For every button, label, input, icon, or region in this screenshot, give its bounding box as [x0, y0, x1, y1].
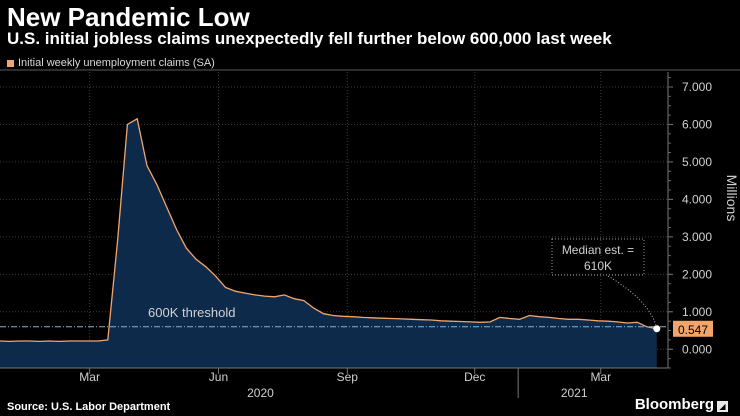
- year-label: 2020: [247, 386, 274, 400]
- y-tick-label: 3.000: [682, 230, 712, 244]
- x-tick-label: Dec: [464, 370, 485, 384]
- y-tick-label: 7.000: [682, 80, 712, 94]
- last-value-label: 0.547: [678, 323, 708, 337]
- legend-swatch: [7, 59, 14, 67]
- source-note: Source: U.S. Labor Department: [7, 401, 171, 413]
- annotation-box: [551, 238, 645, 276]
- brand-mark-icon: ◢: [717, 401, 728, 412]
- legend-label: Initial weekly unemployment claims (SA): [18, 57, 215, 69]
- x-tick-label: Mar: [590, 370, 611, 384]
- x-tick-label: Jun: [209, 370, 228, 384]
- last-point-marker: [653, 325, 661, 333]
- y-tick-label: 0.000: [682, 342, 712, 356]
- threshold-label: 600K threshold: [148, 305, 235, 320]
- series-line: [0, 117, 657, 343]
- chart-subtitle: U.S. initial jobless claims unexpectedly…: [7, 29, 612, 48]
- y-axis: 0.000 1.000 2.000 3.000 4.000 5.000 6.000 7.000: [667, 72, 712, 369]
- annotation: Median est. = 610K: [551, 238, 657, 325]
- brand-logo: Bloomberg: [634, 396, 714, 413]
- y-tick-label: 6.000: [682, 117, 712, 131]
- y-axis-label: Millions: [724, 175, 740, 222]
- last-value-badge: [673, 320, 713, 337]
- y-tick-label: 4.000: [682, 192, 712, 206]
- y-tick-label: 5.000: [682, 155, 712, 169]
- chart-title: New Pandemic Low: [7, 2, 250, 32]
- x-tick-label: Sep: [337, 370, 359, 384]
- x-tick-label: Mar: [79, 370, 100, 384]
- annotation-text-line2: 610K: [584, 259, 612, 273]
- y-tick-label: 2.000: [682, 267, 712, 281]
- legend: Initial weekly unemployment claims (SA): [7, 56, 215, 70]
- series-area: [0, 118, 657, 368]
- year-label: 2021: [561, 386, 588, 400]
- y-tick-label: 1.000: [682, 305, 712, 319]
- annotation-text-line1: Median est. =: [562, 243, 634, 257]
- annotation-leader: [607, 275, 657, 325]
- x-axis: Mar Jun Sep Dec Mar 2020 2021: [0, 367, 668, 400]
